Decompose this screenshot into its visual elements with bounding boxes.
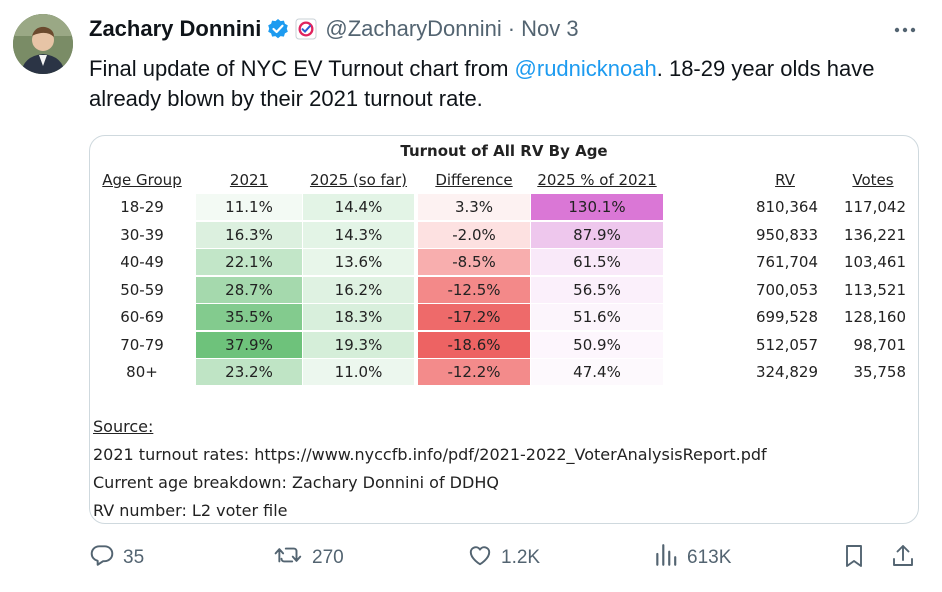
table-cell-rv: 699,528 bbox=[755, 308, 818, 326]
table-cell-pct: 47.4% bbox=[531, 359, 663, 385]
views-button[interactable]: 613K bbox=[653, 536, 731, 580]
table-cell-age: 30-39 bbox=[120, 225, 164, 244]
mention-link[interactable]: @rudnicknoah bbox=[514, 56, 657, 81]
table-cell-t2021: 23.2% bbox=[196, 359, 302, 385]
verified-badge-icon bbox=[267, 18, 289, 40]
table-cell-votes: 117,042 bbox=[843, 198, 906, 216]
table-cell-votes: 35,758 bbox=[853, 363, 907, 381]
like-button[interactable]: 1.2K bbox=[467, 536, 540, 580]
table-cell-pct: 87.9% bbox=[531, 221, 663, 248]
reply-button[interactable]: 35 bbox=[89, 536, 144, 580]
table-cell-t2025: 18.3% bbox=[303, 304, 414, 330]
source-line-3: RV number: L2 voter file bbox=[93, 501, 288, 520]
table-cell-pct: 130.1% bbox=[531, 194, 663, 220]
table-cell-votes: 136,221 bbox=[843, 225, 906, 244]
author-name[interactable]: Zachary Donnini bbox=[89, 16, 262, 41]
tweet-text-before: Final update of NYC EV Turnout chart fro… bbox=[89, 56, 515, 81]
tweet-text-after: . 18-29 year olds have already blown by … bbox=[89, 56, 875, 111]
avatar[interactable] bbox=[13, 14, 73, 74]
bookmark-icon bbox=[842, 543, 866, 574]
col-header-difference: Difference bbox=[435, 171, 513, 189]
table-cell-diff: -12.2% bbox=[418, 359, 530, 385]
table-cell-votes: 98,701 bbox=[853, 335, 907, 354]
table-cell-age: 70-79 bbox=[120, 335, 164, 354]
tweet-text: Final update of NYC EV Turnout chart fro… bbox=[89, 54, 919, 114]
media-image[interactable]: Turnout of All RV By Age Age Group 2021 … bbox=[89, 135, 919, 524]
action-bar: 35 270 1.2K 613K bbox=[0, 536, 942, 580]
source-line-2: Current age breakdown: Zachary Donnini o… bbox=[93, 473, 499, 492]
table-cell-diff: 3.3% bbox=[418, 194, 530, 220]
table-cell-diff: -8.5% bbox=[418, 249, 530, 275]
table-cell-pct: 51.6% bbox=[531, 304, 663, 330]
table-cell-age: 80+ bbox=[126, 363, 158, 381]
col-header-rv: RV bbox=[775, 171, 795, 189]
table-cell-age: 60-69 bbox=[120, 308, 164, 326]
more-icon[interactable] bbox=[890, 18, 920, 42]
share-icon bbox=[891, 543, 915, 574]
table-cell-rv: 810,364 bbox=[755, 198, 818, 216]
table-cell-diff: -12.5% bbox=[418, 276, 530, 303]
repost-button[interactable]: 270 bbox=[274, 536, 344, 580]
table-cell-votes: 103,461 bbox=[843, 253, 906, 271]
table-cell-t2021: 22.1% bbox=[196, 249, 302, 275]
chart-title: Turnout of All RV By Age bbox=[400, 142, 608, 160]
table-cell-t2025: 16.2% bbox=[303, 276, 414, 303]
tweet-date[interactable]: Nov 3 bbox=[521, 16, 579, 41]
table-cell-t2021: 37.9% bbox=[196, 331, 302, 358]
table-cell-diff: -2.0% bbox=[418, 221, 530, 248]
table-cell-t2021: 28.7% bbox=[196, 276, 302, 303]
views-count: 613K bbox=[687, 547, 732, 568]
table-cell-t2021: 16.3% bbox=[196, 221, 302, 248]
turnout-table-chart: Turnout of All RV By Age Age Group 2021 … bbox=[90, 136, 918, 523]
col-header-votes: Votes bbox=[852, 171, 894, 189]
affiliate-badge-icon[interactable] bbox=[295, 18, 317, 40]
like-count: 1.2K bbox=[501, 547, 541, 568]
table-cell-t2025: 13.6% bbox=[303, 249, 414, 275]
repost-count: 270 bbox=[312, 547, 344, 568]
table-cell-t2025: 19.3% bbox=[303, 331, 414, 358]
table-cell-t2025: 14.4% bbox=[303, 194, 414, 220]
header-separator: · bbox=[507, 16, 516, 41]
table-cell-diff: -17.2% bbox=[418, 304, 530, 330]
share-button[interactable] bbox=[891, 536, 915, 580]
table-cell-rv: 761,704 bbox=[755, 253, 818, 271]
table-cell-rv: 324,829 bbox=[755, 363, 818, 381]
source-title: Source: bbox=[93, 417, 154, 436]
table-cell-votes: 113,521 bbox=[843, 280, 906, 299]
col-header-age-group: Age Group bbox=[102, 171, 182, 189]
table-cell-t2025: 11.0% bbox=[303, 359, 414, 385]
repost-icon bbox=[274, 542, 304, 574]
table-cell-t2025: 14.3% bbox=[303, 221, 414, 248]
reply-count: 35 bbox=[123, 547, 145, 568]
tweet-header: Zachary Donnini @ZacharyDonnini · Nov 3 bbox=[89, 14, 579, 44]
table-cell-t2021: 11.1% bbox=[196, 194, 302, 220]
table-cell-pct: 50.9% bbox=[531, 331, 663, 358]
like-icon bbox=[467, 542, 493, 574]
bookmark-button[interactable] bbox=[842, 536, 866, 580]
table-cell-rv: 950,833 bbox=[755, 225, 818, 244]
table-cell-t2021: 35.5% bbox=[196, 304, 302, 330]
table-cell-rv: 512,057 bbox=[755, 335, 818, 354]
table-cell-age: 50-59 bbox=[120, 280, 164, 299]
source-line-1: 2021 turnout rates: https://www.nyccfb.i… bbox=[93, 445, 767, 464]
table-cell-pct: 56.5% bbox=[531, 276, 663, 303]
col-header-2021: 2021 bbox=[229, 171, 269, 189]
table-cell-diff: -18.6% bbox=[418, 331, 530, 358]
col-header-pct-of-2021: 2025 % of 2021 bbox=[537, 171, 657, 189]
views-icon bbox=[653, 542, 679, 574]
col-header-2025: 2025 (so far) bbox=[309, 171, 408, 189]
table-cell-votes: 128,160 bbox=[843, 308, 906, 326]
author-handle[interactable]: @ZacharyDonnini bbox=[325, 16, 502, 41]
table-cell-age: 18-29 bbox=[120, 198, 164, 216]
table-cell-age: 40-49 bbox=[120, 253, 164, 271]
table-cell-pct: 61.5% bbox=[531, 249, 663, 275]
reply-icon bbox=[89, 542, 115, 574]
table-cell-rv: 700,053 bbox=[755, 280, 818, 299]
